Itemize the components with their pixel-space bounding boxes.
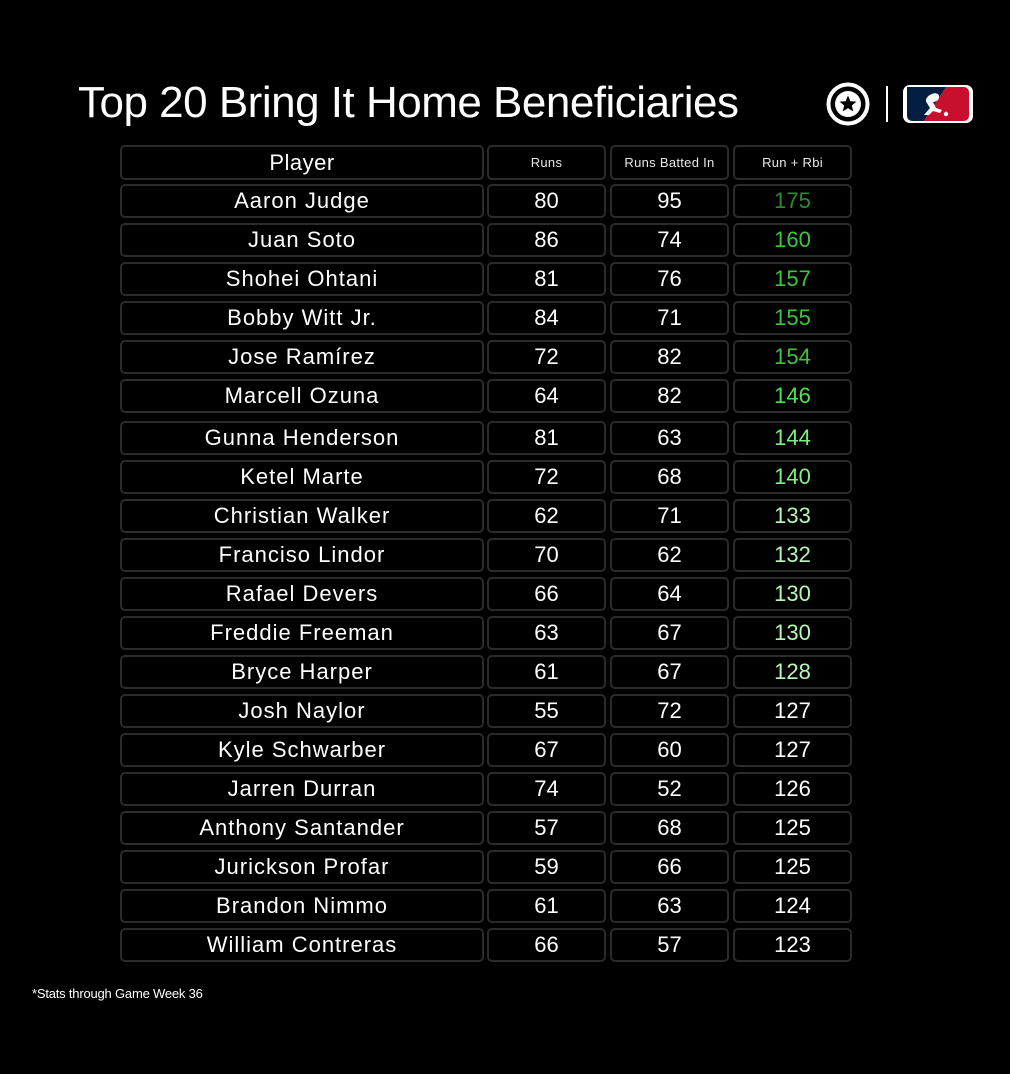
player-name-cell: Brandon Nimmo	[120, 889, 484, 923]
runs-cell: 57	[487, 811, 606, 845]
total-cell: 125	[733, 850, 852, 884]
header-runs: Runs	[487, 145, 606, 180]
rbi-cell: 76	[610, 262, 729, 296]
rbi-cell: 72	[610, 694, 729, 728]
player-name-cell: Ketel Marte	[120, 460, 484, 494]
runs-cell: 72	[487, 340, 606, 374]
total-cell: 128	[733, 655, 852, 689]
rbi-cell: 52	[610, 772, 729, 806]
total-cell: 133	[733, 499, 852, 533]
total-cell: 146	[733, 379, 852, 413]
player-name-cell: Juan Soto	[120, 223, 484, 257]
runs-cell: 81	[487, 262, 606, 296]
runs-cell: 62	[487, 499, 606, 533]
player-name-cell: Anthony Santander	[120, 811, 484, 845]
total-cell: 126	[733, 772, 852, 806]
total-cell: 160	[733, 223, 852, 257]
player-name-cell: Shohei Ohtani	[120, 262, 484, 296]
player-name-cell: Rafael Devers	[120, 577, 484, 611]
header-rbi: Runs Batted In	[610, 145, 729, 180]
total-cell: 157	[733, 262, 852, 296]
logo-divider	[886, 86, 888, 122]
rbi-cell: 67	[610, 616, 729, 650]
runs-cell: 81	[487, 421, 606, 455]
runs-cell: 70	[487, 538, 606, 572]
total-cell: 154	[733, 340, 852, 374]
player-name-cell: Bobby Witt Jr.	[120, 301, 484, 335]
total-cell: 125	[733, 811, 852, 845]
player-name-cell: Freddie Freeman	[120, 616, 484, 650]
player-name-cell: Jarren Durran	[120, 772, 484, 806]
player-name-cell: Josh Naylor	[120, 694, 484, 728]
rbi-cell: 95	[610, 184, 729, 218]
total-cell: 127	[733, 733, 852, 767]
page-title: Top 20 Bring It Home Beneficiaries	[78, 78, 739, 127]
runs-cell: 59	[487, 850, 606, 884]
rbi-cell: 62	[610, 538, 729, 572]
player-name-cell: Kyle Schwarber	[120, 733, 484, 767]
player-name-cell: Aaron Judge	[120, 184, 484, 218]
mlb-logo-icon	[903, 85, 973, 123]
player-name-cell: Marcell Ozuna	[120, 379, 484, 413]
total-cell: 175	[733, 184, 852, 218]
rbi-cell: 67	[610, 655, 729, 689]
total-cell: 130	[733, 577, 852, 611]
player-name-cell: Jurickson Profar	[120, 850, 484, 884]
header-total: Run + Rbi	[733, 145, 852, 180]
total-cell: 132	[733, 538, 852, 572]
total-cell: 140	[733, 460, 852, 494]
total-cell: 144	[733, 421, 852, 455]
rbi-cell: 82	[610, 340, 729, 374]
footnote: *Stats through Game Week 36	[32, 986, 203, 1001]
total-cell: 127	[733, 694, 852, 728]
rbi-cell: 63	[610, 889, 729, 923]
rbi-cell: 68	[610, 460, 729, 494]
player-name-cell: Christian Walker	[120, 499, 484, 533]
runs-cell: 63	[487, 616, 606, 650]
rbi-cell: 71	[610, 499, 729, 533]
runs-cell: 80	[487, 184, 606, 218]
runs-cell: 72	[487, 460, 606, 494]
player-name-cell: Jose Ramírez	[120, 340, 484, 374]
player-name-cell: William Contreras	[120, 928, 484, 962]
rbi-cell: 64	[610, 577, 729, 611]
player-name-cell: Gunna Henderson	[120, 421, 484, 455]
brand-logos	[826, 82, 976, 126]
total-cell: 130	[733, 616, 852, 650]
runs-cell: 66	[487, 577, 606, 611]
total-cell: 155	[733, 301, 852, 335]
rbi-cell: 60	[610, 733, 729, 767]
rbi-cell: 63	[610, 421, 729, 455]
runs-cell: 86	[487, 223, 606, 257]
rbi-cell: 57	[610, 928, 729, 962]
total-cell: 124	[733, 889, 852, 923]
rbi-cell: 82	[610, 379, 729, 413]
runs-cell: 66	[487, 928, 606, 962]
total-cell: 123	[733, 928, 852, 962]
runs-cell: 67	[487, 733, 606, 767]
header-player: Player	[120, 145, 484, 180]
runs-cell: 61	[487, 889, 606, 923]
player-name-cell: Bryce Harper	[120, 655, 484, 689]
rbi-cell: 66	[610, 850, 729, 884]
rbi-cell: 74	[610, 223, 729, 257]
player-name-cell: Franciso Lindor	[120, 538, 484, 572]
circled-star-icon	[826, 82, 870, 126]
runs-cell: 64	[487, 379, 606, 413]
rbi-cell: 68	[610, 811, 729, 845]
rbi-cell: 71	[610, 301, 729, 335]
runs-cell: 55	[487, 694, 606, 728]
runs-cell: 84	[487, 301, 606, 335]
runs-cell: 74	[487, 772, 606, 806]
runs-cell: 61	[487, 655, 606, 689]
